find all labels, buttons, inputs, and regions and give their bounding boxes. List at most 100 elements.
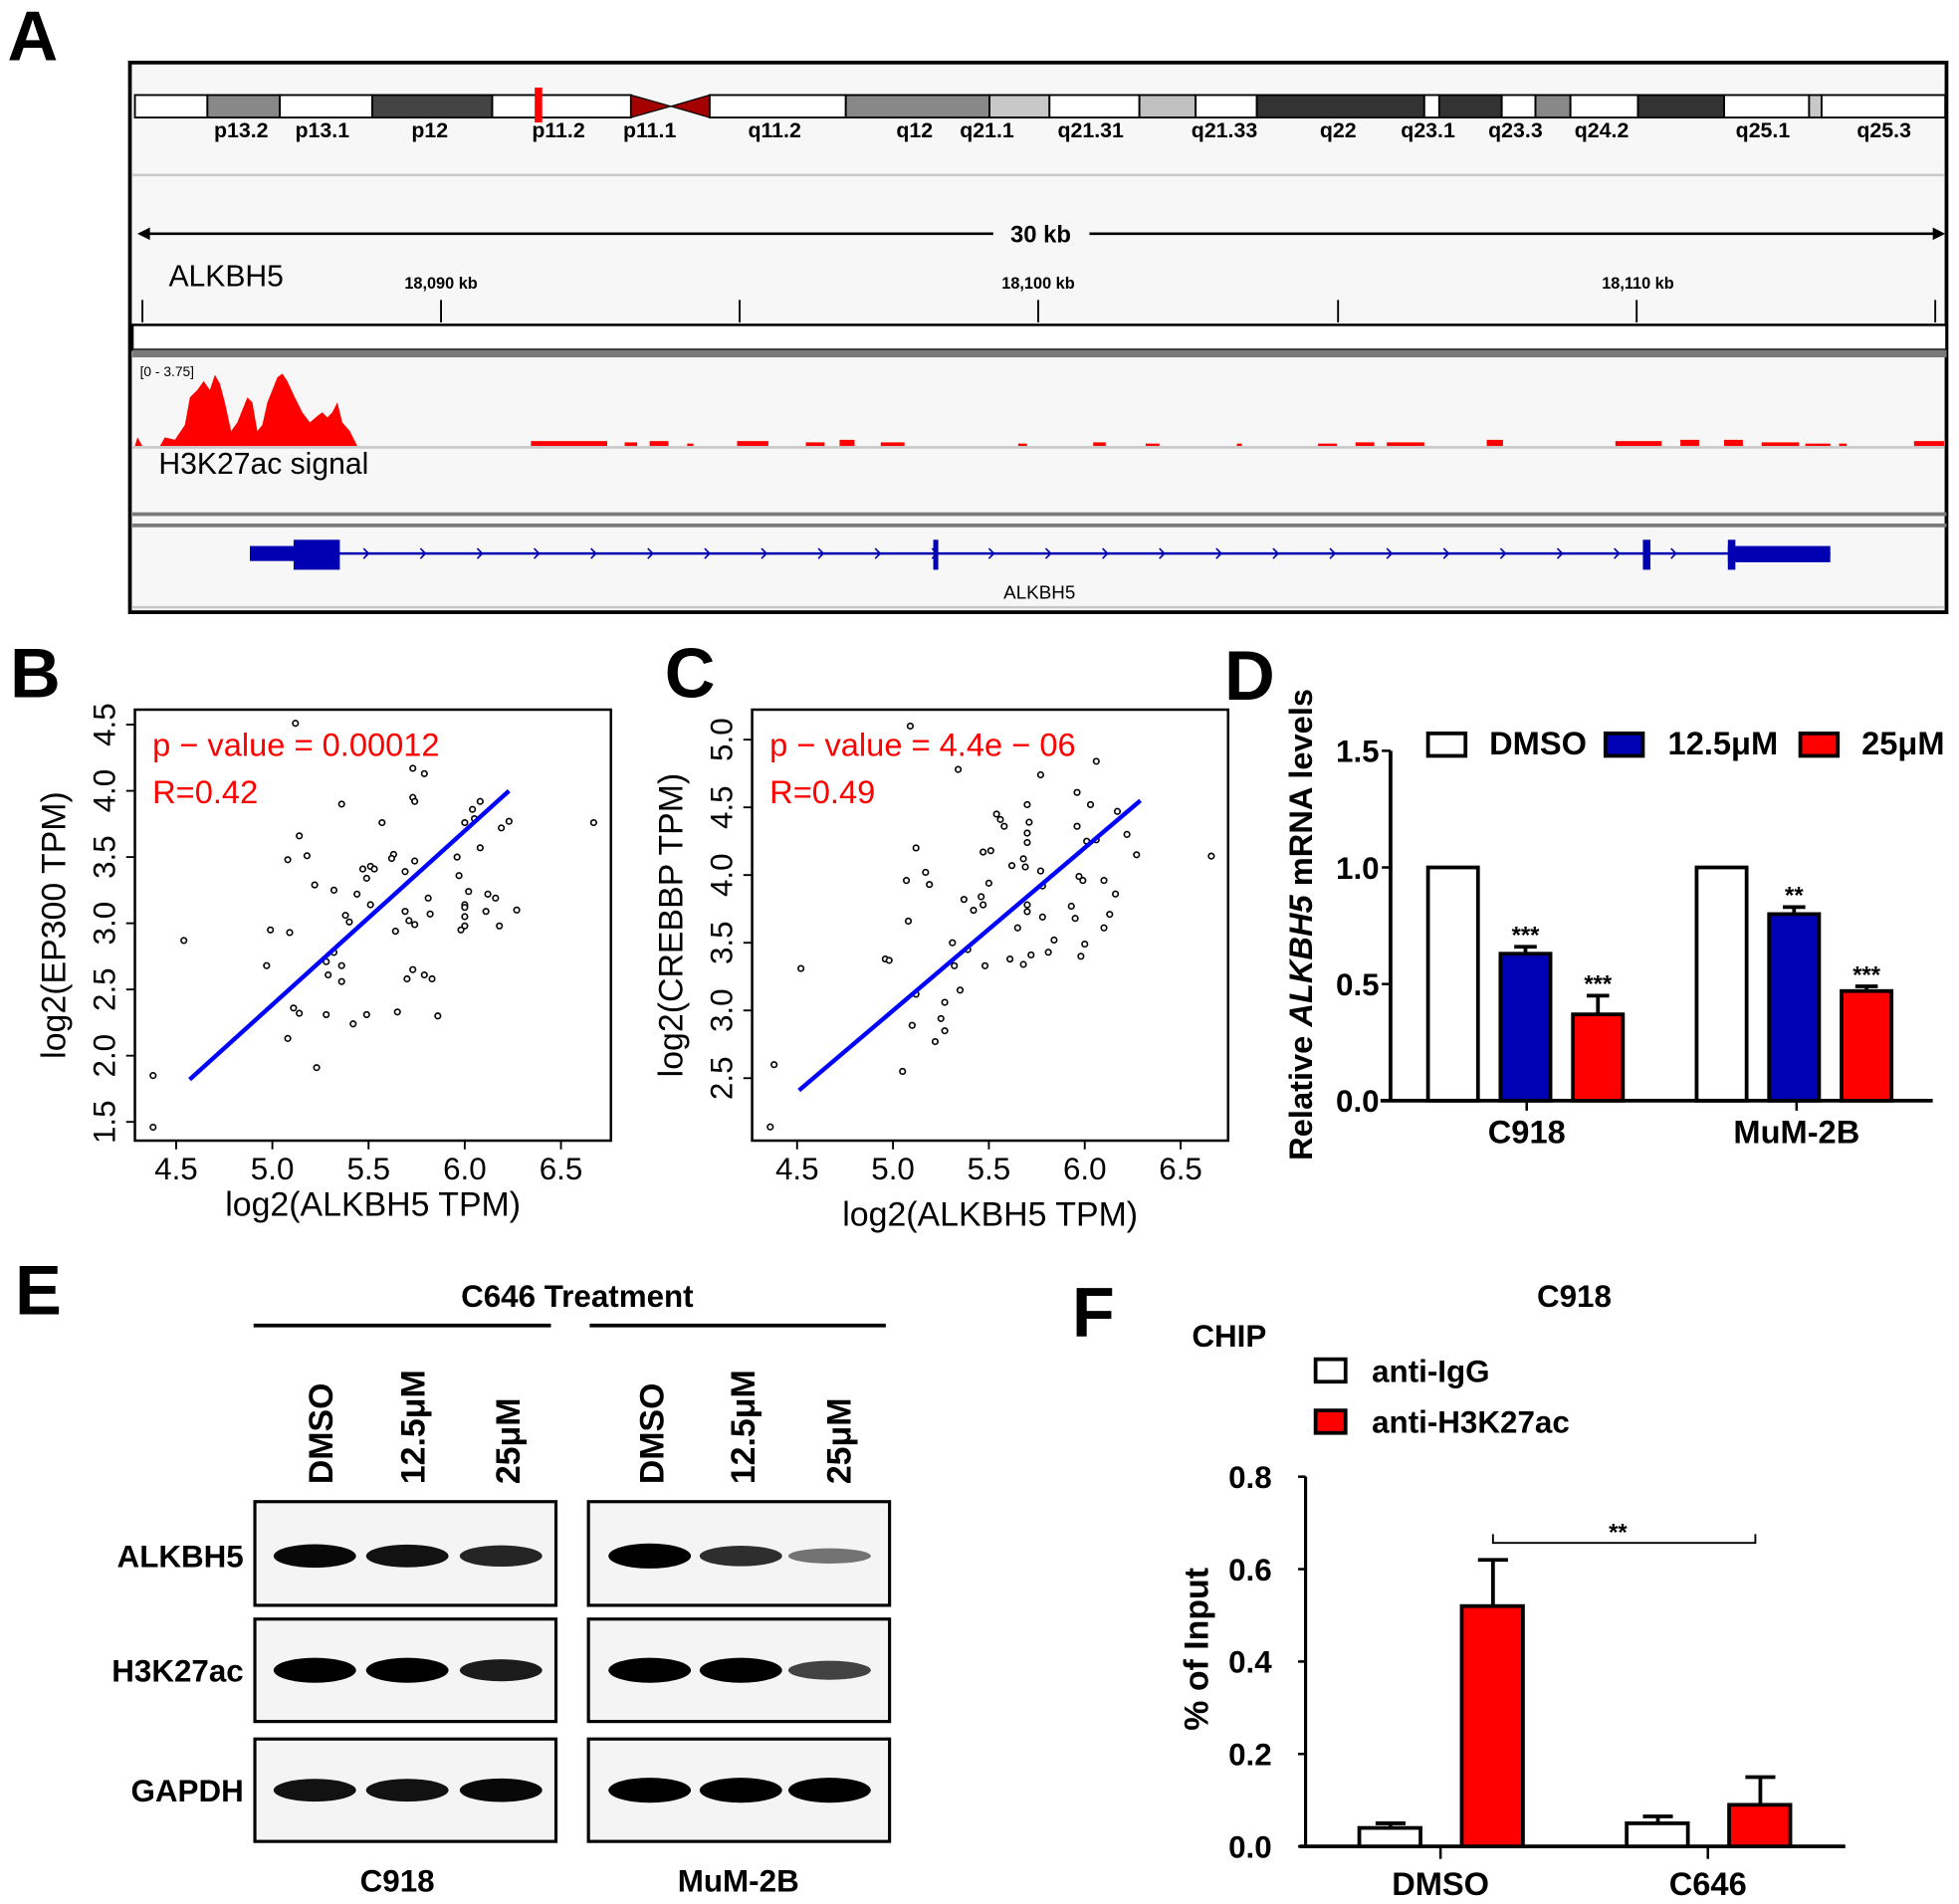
data-point: [465, 888, 473, 896]
significance-label: ***: [1512, 922, 1541, 949]
scale-label: 30 kb: [1010, 222, 1071, 249]
data-point: [337, 800, 345, 808]
ideogram-band: [1569, 94, 1639, 119]
data-point: [362, 1010, 370, 1019]
data-point: [1207, 852, 1215, 860]
ideogram-band: [1048, 94, 1141, 119]
bar: [1425, 865, 1480, 1103]
treatment-title: C646 Treatment: [461, 1279, 694, 1314]
regression-line: [797, 798, 1143, 1093]
data-point: [428, 974, 436, 983]
data-point: [426, 910, 434, 918]
protein-band: [787, 1660, 871, 1680]
strand-arrow: [647, 547, 654, 559]
data-point: [409, 965, 417, 973]
data-point: [434, 1012, 442, 1020]
data-point: [937, 1014, 945, 1022]
data-point: [1007, 862, 1016, 870]
y-axis-label-part: Relative: [1282, 1027, 1319, 1161]
p-value-annotation: p − value = 4.4e − 06: [769, 726, 1075, 762]
band-label: p13.2: [214, 118, 269, 142]
data-point: [1079, 877, 1087, 885]
strand-arrow: [476, 547, 484, 559]
data-point: [296, 832, 304, 840]
protein-band: [608, 1778, 692, 1803]
category-label: C646: [1669, 1865, 1747, 1902]
data-point: [323, 1010, 330, 1019]
protein-band: [459, 1545, 543, 1568]
p-value-annotation: p − value = 0.00012: [152, 726, 439, 762]
y-tick-label: 0.8: [1228, 1460, 1272, 1495]
y-tick-label: 4.0: [87, 769, 121, 813]
x-tick-label: 6.0: [443, 1152, 487, 1186]
legend-swatch: [1425, 731, 1468, 758]
signal-peak: [134, 373, 357, 447]
signal-blip: [805, 442, 825, 447]
data-point: [461, 818, 469, 827]
data-point: [1086, 800, 1095, 809]
signal-blip: [649, 441, 669, 447]
ideogram-band: [279, 94, 373, 119]
data-point: [797, 964, 805, 972]
data-point: [149, 1123, 157, 1132]
data-point: [461, 913, 469, 921]
bar: [1840, 988, 1894, 1103]
data-point: [926, 881, 934, 889]
blot-row-label: H3K27ac: [111, 1653, 244, 1688]
band-label: p11.2: [532, 118, 584, 142]
data-point: [978, 893, 985, 901]
data-point: [1023, 829, 1031, 837]
data-point: [411, 857, 419, 865]
ruler-tick-label: 18,100 kb: [1001, 275, 1074, 293]
y-tick-label: 1.0: [1336, 851, 1380, 886]
data-point: [1073, 822, 1081, 830]
x-tick-label: 5.5: [968, 1152, 1011, 1186]
protein-band: [365, 1544, 449, 1568]
band-label: p13.1: [296, 118, 350, 142]
protein-band: [459, 1659, 543, 1682]
ideogram-band: [988, 94, 1051, 119]
data-point: [1081, 940, 1089, 949]
protein-band: [699, 1778, 782, 1803]
legend-label: DMSO: [1489, 725, 1587, 761]
gene-model-alkbh5: [250, 539, 1831, 570]
data-point: [337, 977, 345, 985]
data-point: [1027, 951, 1035, 959]
ideogram-band: [1138, 94, 1197, 119]
scatter-ep300: 4.5 5.0 5.5 6.0 6.5 1.5 2.0 2.5 3.0 3.5 4.0 4.5 p − …: [35, 703, 612, 1223]
lane-label: 12.5μM: [395, 1370, 433, 1484]
significance-label: **: [1785, 883, 1804, 910]
track-separator: [132, 524, 1947, 528]
panel-letter-d: D: [1224, 636, 1275, 715]
data-point: [1075, 872, 1083, 881]
y-tick-label: 3.5: [87, 835, 121, 879]
data-point: [1021, 863, 1029, 871]
bar: [1625, 1821, 1690, 1849]
legend-label: anti-IgG: [1372, 1354, 1489, 1388]
data-point: [992, 810, 1000, 818]
data-point: [349, 1020, 357, 1028]
data-point: [469, 805, 477, 813]
signal-blip: [1017, 443, 1027, 447]
protein-band: [459, 1778, 543, 1802]
signal-blip: [1145, 443, 1160, 447]
band-label: q25.1: [1736, 118, 1791, 142]
data-point: [405, 917, 413, 925]
signal-blip: [1236, 443, 1242, 447]
x-axis-label: log2(ALKBH5 TPM): [225, 1185, 521, 1223]
signal-blip: [1680, 439, 1699, 447]
data-point: [290, 1004, 298, 1012]
strand-arrow: [1614, 547, 1621, 559]
data-point: [902, 877, 911, 885]
y-tick-label: 3.0: [704, 988, 739, 1032]
lane-label: DMSO: [633, 1383, 671, 1485]
y-axis-label: log2(EP300 TPM): [35, 791, 73, 1059]
plot-frame: [133, 708, 612, 1143]
data-point: [325, 970, 332, 979]
lane-label: 12.5μM: [725, 1370, 762, 1484]
ruler: [141, 300, 1937, 322]
signal-blip: [1387, 442, 1424, 447]
data-point: [589, 818, 597, 827]
data-point: [956, 986, 965, 994]
data-point: [401, 868, 409, 876]
